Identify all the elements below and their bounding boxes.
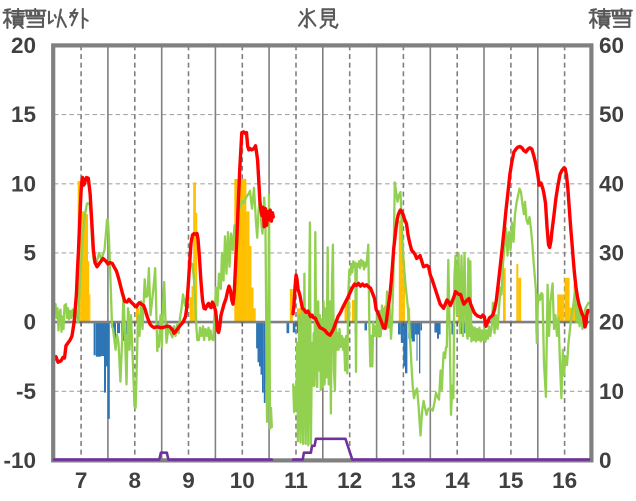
svg-text:20: 20 <box>599 310 624 335</box>
svg-text:30: 30 <box>599 241 624 266</box>
svg-text:10: 10 <box>599 379 624 404</box>
svg-text:0: 0 <box>599 448 612 473</box>
svg-text:9: 9 <box>182 468 195 493</box>
svg-text:15: 15 <box>11 102 36 127</box>
svg-text:0: 0 <box>23 310 36 335</box>
svg-text:60: 60 <box>599 33 624 58</box>
svg-text:-10: -10 <box>3 448 36 473</box>
svg-text:7: 7 <box>75 468 88 493</box>
svg-text:14: 14 <box>445 468 471 493</box>
svg-text:-5: -5 <box>16 379 36 404</box>
svg-text:11: 11 <box>284 468 308 493</box>
svg-text:16: 16 <box>552 468 577 493</box>
svg-text:12: 12 <box>337 468 362 493</box>
svg-text:10: 10 <box>230 468 255 493</box>
svg-text:13: 13 <box>391 468 416 493</box>
svg-text:20: 20 <box>11 33 36 58</box>
svg-text:10: 10 <box>11 171 36 196</box>
svg-text:5: 5 <box>23 241 36 266</box>
svg-text:50: 50 <box>599 102 624 127</box>
svg-text:40: 40 <box>599 171 624 196</box>
svg-text:8: 8 <box>129 468 142 493</box>
svg-text:15: 15 <box>498 468 523 493</box>
